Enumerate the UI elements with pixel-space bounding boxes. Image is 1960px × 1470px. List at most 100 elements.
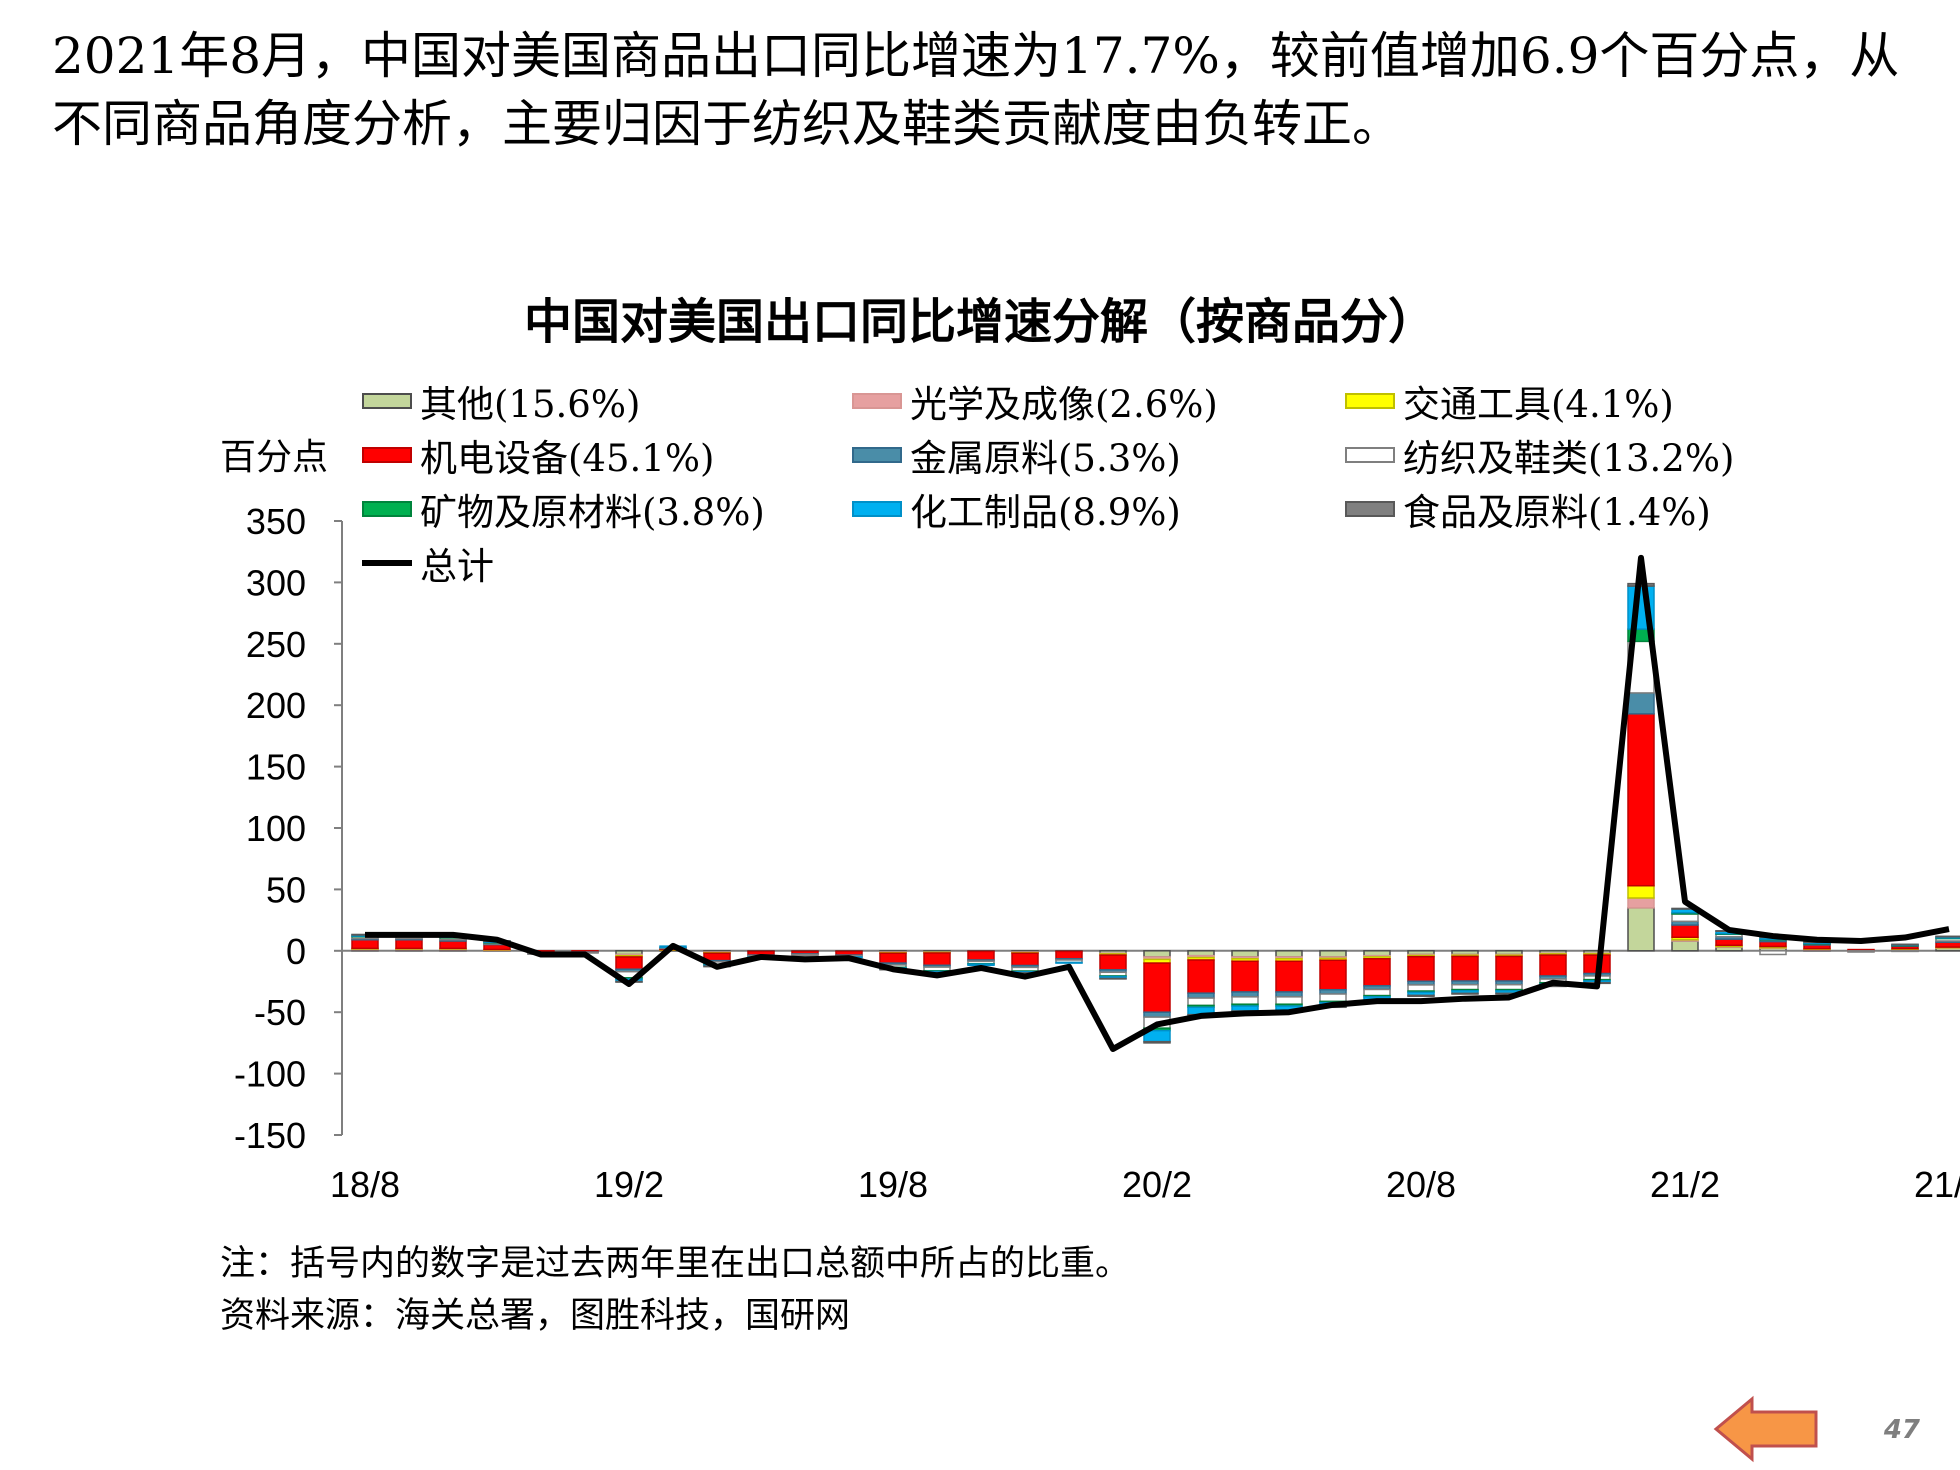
bar-segment (1187, 997, 1215, 1007)
bar-segment (1759, 938, 1787, 941)
bar-segment (1627, 897, 1655, 909)
bar-segment (967, 950, 995, 961)
page-number: 47 (1883, 1415, 1920, 1445)
bar-segment (1759, 950, 1787, 956)
bar-segment (1275, 958, 1303, 962)
bar-segment (1055, 961, 1083, 964)
bar-segment (1627, 628, 1655, 643)
y-tick-label: 300 (246, 562, 306, 603)
bar-segment (1011, 970, 1039, 974)
bar-segment (1539, 952, 1567, 955)
bar-segment (1451, 992, 1479, 995)
bar-segment (747, 950, 775, 953)
bar-segment (1715, 930, 1743, 933)
bar-segment (1583, 978, 1611, 982)
bar-segment (1583, 972, 1611, 977)
bar-segment (1275, 956, 1303, 960)
bar-segment (1231, 991, 1259, 998)
bar-segment (1891, 948, 1919, 952)
bar-segment (615, 977, 643, 980)
bar-segment (1847, 948, 1875, 952)
legend-swatch (852, 393, 902, 409)
bar-segment (1539, 954, 1567, 977)
legend-swatch (1345, 447, 1395, 463)
bar-segment (1935, 937, 1960, 940)
bar-segment (1319, 988, 1347, 995)
bar-segment (1011, 972, 1039, 975)
bar-segment (967, 950, 995, 953)
bar-segment (351, 935, 379, 940)
bar-segment (791, 953, 819, 956)
bar-segment (483, 940, 511, 943)
bar-segment (1583, 950, 1611, 955)
bar-segment (1187, 1004, 1215, 1009)
legend-swatch (1345, 393, 1395, 409)
y-axis-unit-label: 百分点 (220, 437, 329, 478)
bar-segment (615, 978, 643, 983)
bar-segment (395, 934, 423, 937)
bar-segment (1803, 944, 1831, 950)
bar-segment (1759, 946, 1787, 950)
bar-segment (1583, 952, 1611, 955)
bar-segment (703, 961, 731, 966)
bar-segment (1187, 959, 1215, 994)
bar-segment (835, 954, 863, 958)
bar-segment (1495, 955, 1523, 982)
bar-segment (1363, 985, 1391, 991)
bar-segment (923, 966, 951, 972)
bar-segment (1891, 945, 1919, 950)
bar-segment (1495, 953, 1523, 956)
bar-segment (1231, 996, 1259, 1005)
x-tick-label: 19/2 (594, 1164, 664, 1205)
legend-swatch (852, 501, 902, 517)
back-arrow-button[interactable] (1712, 1395, 1822, 1467)
legend-label: 化工制品(8.9%) (910, 491, 1181, 534)
legend-label: 总计 (420, 545, 494, 588)
bar-segment (1935, 941, 1960, 948)
bar-segment (879, 962, 907, 966)
x-tick-label: 21/8 (1914, 1164, 1960, 1205)
bar-segment (615, 980, 643, 983)
bar-segment (1495, 992, 1523, 995)
bar-segment (1143, 1011, 1171, 1018)
legend-label: 食品及原料(1.4%) (1403, 491, 1711, 534)
legend-label: 其他(15.6%) (420, 383, 641, 426)
bar-segment (1935, 935, 1960, 938)
bar-segment (615, 968, 643, 973)
bar-segment (1671, 920, 1699, 926)
bar-segment (1935, 935, 1960, 939)
bar-segment (879, 968, 907, 971)
bar-segment (1935, 947, 1960, 952)
bar-segment (1451, 953, 1479, 956)
bar-segment (1671, 938, 1699, 942)
left-arrow-icon (1713, 1395, 1818, 1463)
bar-segment (879, 964, 907, 969)
bar-segment (1803, 942, 1831, 946)
bar-segment (879, 950, 907, 953)
legend-swatch (362, 501, 412, 517)
bar-segment (1583, 953, 1611, 956)
bar-segment (1143, 1016, 1171, 1029)
bar-segment (1143, 962, 1171, 1013)
legend-item: 其他(15.6%) (362, 378, 640, 426)
bar-segment (1671, 936, 1699, 941)
bar-segment (1187, 1013, 1215, 1017)
bar-segment (439, 935, 467, 939)
bar-segment (1715, 944, 1743, 948)
legend-item: 光学及成像(2.6%) (852, 378, 1218, 426)
y-tick-label: 350 (246, 501, 306, 542)
bar-segment (659, 947, 687, 951)
bar-segment (1319, 1001, 1347, 1008)
bar-segment (1231, 1005, 1259, 1012)
bar-segment (1099, 953, 1127, 956)
bar-segment (1275, 960, 1303, 993)
bar-segment (1671, 911, 1699, 915)
bar-segment (1187, 954, 1215, 959)
bar-segment (1187, 956, 1215, 961)
bar-segment (1319, 993, 1347, 1003)
bar-segment (1583, 975, 1611, 981)
bar-segment (395, 948, 423, 952)
bar-segment (1715, 938, 1743, 947)
bar-segment (1495, 980, 1523, 986)
bar-segment (1759, 940, 1787, 948)
